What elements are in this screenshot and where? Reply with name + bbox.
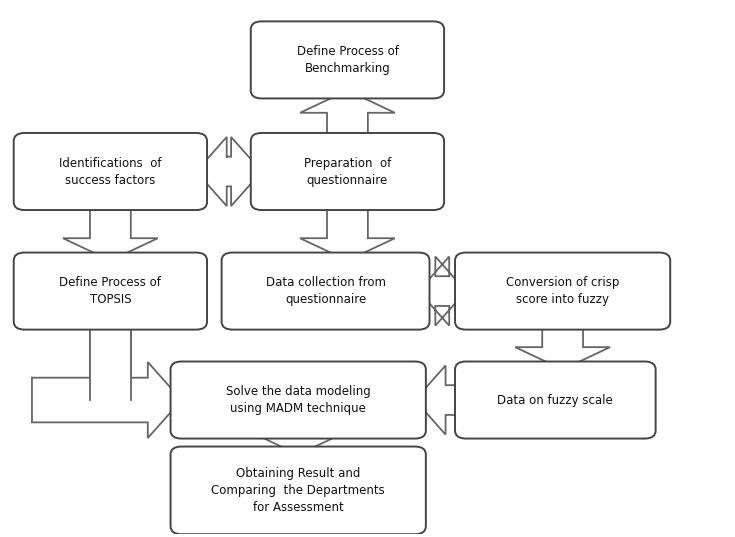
Text: Data collection from
questionnaire: Data collection from questionnaire [265, 276, 386, 306]
FancyBboxPatch shape [14, 252, 207, 330]
FancyBboxPatch shape [171, 361, 426, 439]
Text: Identifications  of
success factors: Identifications of success factors [59, 156, 162, 186]
Text: Define Process of
Benchmarking: Define Process of Benchmarking [296, 45, 398, 75]
FancyBboxPatch shape [222, 252, 429, 330]
Polygon shape [415, 366, 466, 434]
Polygon shape [300, 202, 395, 260]
Bar [90, 322, 131, 400]
Text: Data on fuzzy scale: Data on fuzzy scale [498, 394, 613, 407]
FancyBboxPatch shape [251, 21, 444, 98]
Polygon shape [418, 257, 466, 325]
Text: Solve the data modeling
using MADM technique: Solve the data modeling using MADM techn… [226, 385, 370, 415]
Polygon shape [515, 322, 610, 369]
FancyBboxPatch shape [14, 133, 207, 210]
Text: Conversion of crisp
score into fuzzy: Conversion of crisp score into fuzzy [506, 276, 620, 306]
FancyBboxPatch shape [455, 361, 656, 439]
FancyBboxPatch shape [455, 252, 670, 330]
Text: Define Process of
TOPSIS: Define Process of TOPSIS [60, 276, 161, 306]
Bar [90, 322, 131, 400]
Polygon shape [63, 202, 158, 260]
FancyBboxPatch shape [171, 447, 426, 534]
Polygon shape [196, 137, 262, 206]
Polygon shape [300, 90, 395, 141]
Polygon shape [32, 362, 182, 438]
Text: Preparation  of
questionnaire: Preparation of questionnaire [304, 156, 391, 186]
Text: Obtaining Result and
Comparing  the Departments
for Assessment: Obtaining Result and Comparing the Depar… [212, 467, 385, 514]
Polygon shape [251, 431, 345, 454]
FancyBboxPatch shape [251, 133, 444, 210]
